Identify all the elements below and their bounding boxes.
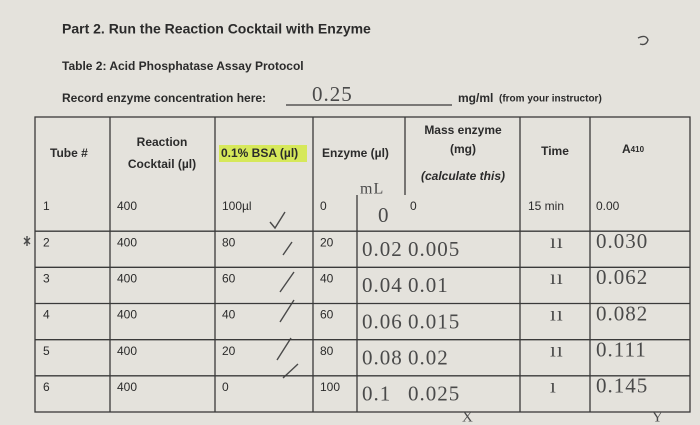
cell-printed-mass: 0 [410, 199, 417, 213]
cell-hand-volume: 0.02 [362, 237, 403, 261]
cell-hand-mass: 0.005 [408, 237, 460, 261]
cell-a410: 0.145 [596, 374, 648, 398]
cell-cocktail: 400 [117, 235, 137, 249]
cell-time: ıı [550, 337, 564, 361]
a410-letter: A [622, 142, 631, 156]
col-header: Enzyme (µl) [322, 146, 389, 160]
cell-time: ıı [550, 301, 564, 325]
cell-hand-mass: 0.02 [408, 345, 449, 369]
unit: mg/ml [458, 91, 493, 105]
cell-enzyme: 60 [320, 308, 334, 322]
cell-tube: 5 [43, 344, 50, 358]
col-header: (calculate this) [421, 169, 505, 183]
cell-enzyme: 100 [320, 380, 340, 394]
cell-cocktail: 400 [117, 272, 137, 286]
col-header: 0.1% BSA (µl) [221, 146, 298, 160]
cell-tube: 6 [43, 380, 50, 394]
cell-enzyme: 40 [320, 272, 334, 286]
cell-a410: 0.082 [596, 301, 648, 325]
cell-cocktail: 400 [117, 199, 137, 213]
y-label: Y [652, 409, 664, 425]
cell-bsa: 60 [222, 272, 236, 286]
cell-tube: 3 [43, 272, 50, 286]
cell-bsa: 40 [222, 308, 236, 322]
cell-tube: 1 [43, 199, 50, 213]
cell-tube: 4 [43, 308, 50, 322]
cell-hand-volume: 0 [378, 203, 390, 227]
cell-hand-mass: 0.01 [408, 273, 449, 297]
cell-enzyme: 80 [320, 344, 334, 358]
ml-note: mL [360, 181, 384, 198]
cell-time: ıı [550, 265, 564, 289]
cell-time: ıı [550, 229, 564, 253]
cell-tube: 2 [43, 235, 50, 249]
x-label: X [462, 409, 474, 425]
cell-bsa: 0 [222, 380, 229, 394]
star-mark [23, 236, 31, 246]
cell-time: ı [550, 374, 557, 398]
col-header: Cocktail (µl) [128, 157, 196, 171]
a410-sub: 410 [631, 145, 645, 154]
cell-hand-volume: 0.04 [362, 273, 403, 297]
highlight [219, 145, 307, 162]
cell-bsa: 80 [222, 235, 236, 249]
record-value: 0.25 [312, 82, 353, 106]
cell-a410: 0.00 [596, 199, 620, 213]
scribble [637, 35, 649, 46]
col-header: A410 [622, 142, 645, 156]
col-header: Time [541, 144, 569, 158]
cell-enzyme: 20 [320, 235, 334, 249]
col-header: (mg) [450, 142, 476, 156]
cell-bsa: 20 [222, 344, 236, 358]
cell-a410: 0.030 [596, 229, 648, 253]
cell-hand-volume: 0.1 [362, 382, 391, 406]
check-marks [269, 211, 299, 379]
cell-cocktail: 400 [117, 308, 137, 322]
cell-hand-volume: 0.08 [362, 345, 403, 369]
col-header: Reaction [137, 135, 188, 149]
col-header: Mass enzyme [424, 123, 502, 137]
cell-hand-mass: 0.025 [408, 382, 460, 406]
cell-bsa: 100µl [222, 199, 252, 213]
title: Part 2. Run the Reaction Cocktail with E… [62, 21, 371, 37]
cell-enzyme: 0 [320, 199, 327, 213]
cell-cocktail: 400 [117, 344, 137, 358]
cell-a410: 0.111 [596, 337, 647, 361]
record-label: Record enzyme concentration here: [62, 91, 266, 105]
cell-time: 15 min [528, 199, 564, 213]
table-border [34, 116, 691, 413]
cell-hand-mass: 0.015 [408, 309, 460, 333]
col-header: Tube # [50, 146, 88, 160]
cell-cocktail: 400 [117, 380, 137, 394]
cell-a410: 0.062 [596, 265, 648, 289]
cell-hand-volume: 0.06 [362, 309, 403, 333]
unit-note: (from your instructor) [499, 94, 602, 105]
table-title: Table 2: Acid Phosphatase Assay Protocol [62, 59, 304, 73]
